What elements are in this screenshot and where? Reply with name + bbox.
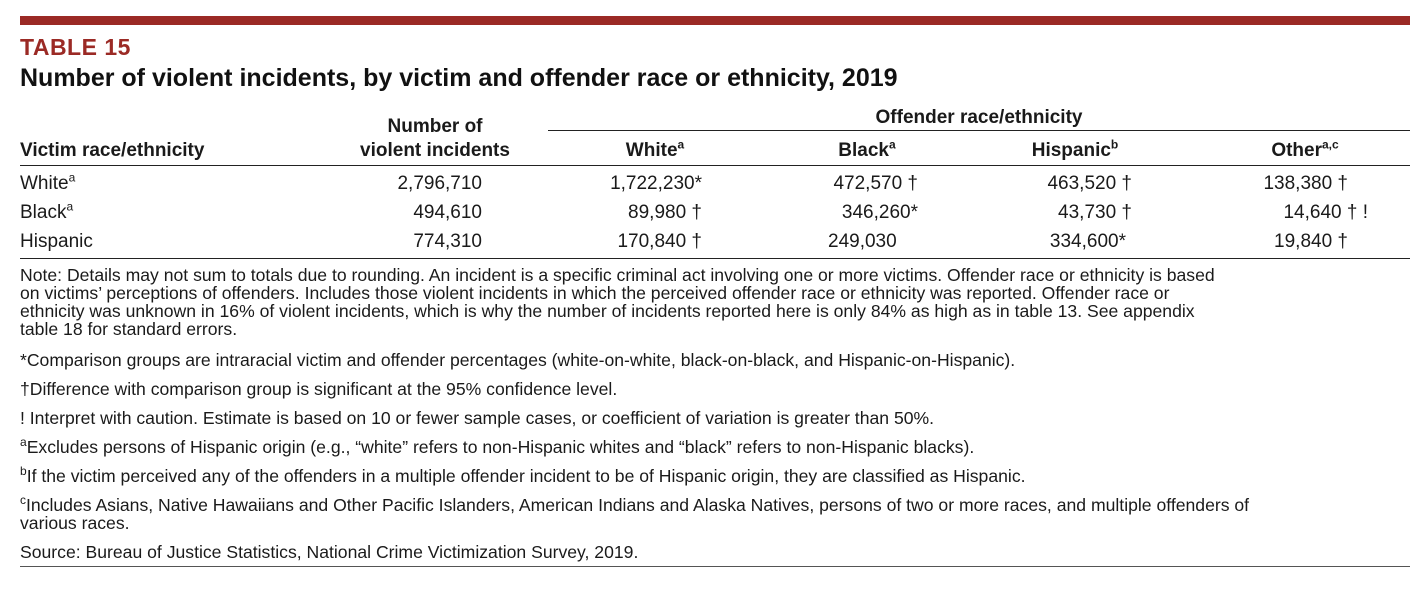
white-offender-cell: 170,840 † (617, 231, 702, 252)
incidents-cell: 494,610 (413, 202, 482, 223)
footnote-c: cIncludes Asians, Native Hawaiians and O… (20, 493, 1250, 515)
hispanic-offender-cell: 334,600* (1049, 231, 1126, 252)
victim-label: Hispanic (20, 231, 93, 252)
incidents-cell: 2,796,710 (397, 173, 482, 194)
offender-group-header: Offender race/ethnicity (875, 107, 1083, 128)
footnote-c-continued: various races. (20, 513, 130, 533)
victim-label: Whitea (20, 170, 76, 194)
caution-footnote: ! Interpret with caution. Estimate is ba… (20, 408, 935, 428)
incidents-header-line2: violent incidents (360, 140, 510, 161)
asterisk-footnote: *Comparison groups are intraracial victi… (20, 350, 1016, 370)
other-offender-cell: 19,840 † (1274, 231, 1348, 252)
offender-group-rule (548, 130, 1410, 131)
offender-header-other: Othera,c (1271, 137, 1339, 161)
hispanic-offender-cell: 463,520 † (1047, 173, 1132, 194)
hispanic-offender-cell: 43,730 † (1058, 202, 1132, 223)
accent-bar (20, 16, 1410, 25)
other-offender-cell: 138,380 † (1263, 173, 1348, 194)
bottom-rule (20, 566, 1410, 567)
note-line: on victims’ perceptions of offenders. In… (20, 283, 1170, 303)
note-line: Note: Details may not sum to totals due … (20, 265, 1215, 285)
header-rule (20, 165, 1410, 166)
other-offender-cell: 14,640 † ! (1283, 202, 1368, 223)
black-offender-cell: 346,260* (841, 202, 918, 223)
white-offender-cell: 89,980 † (628, 202, 702, 223)
dagger-footnote: †Difference with comparison group is sig… (20, 379, 618, 399)
victim-column-header: Victim race/ethnicity (20, 140, 205, 161)
table-bottom-rule (20, 258, 1410, 259)
offender-header-black: Blacka (838, 137, 896, 161)
offender-header-hispanic: Hispanicb (1031, 137, 1119, 161)
note-line: ethnicity was unknown in 16% of violent … (20, 301, 1195, 321)
black-offender-cell: 249,030 (828, 231, 897, 252)
source-note: Source: Bureau of Justice Statistics, Na… (20, 542, 639, 562)
white-offender-cell: 1,722,230* (610, 173, 702, 194)
table-title: Number of violent incidents, by victim a… (20, 64, 898, 92)
footnote-b: bIf the victim perceived any of the offe… (20, 464, 1026, 486)
black-offender-cell: 472,570 † (833, 173, 918, 194)
offender-header-white: Whitea (625, 137, 685, 161)
note-line: table 18 for standard errors. (20, 319, 238, 339)
incidents-cell: 774,310 (413, 231, 482, 252)
table-number: TABLE 15 (20, 34, 131, 60)
victim-label: Blacka (20, 199, 74, 223)
incidents-header-line1: Number of (387, 116, 483, 137)
footnote-a: aExcludes persons of Hispanic origin (e.… (20, 435, 975, 457)
